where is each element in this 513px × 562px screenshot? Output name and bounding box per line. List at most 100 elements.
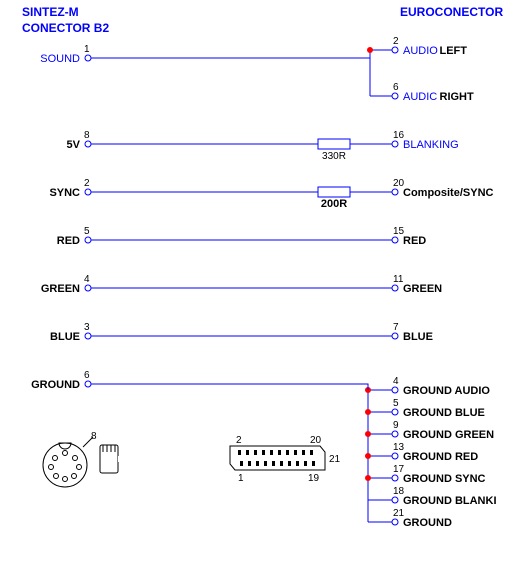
left-pin-label: SOUND — [40, 53, 80, 65]
header-right: EUROCONECTOR — [400, 5, 503, 19]
scart-num: 21 — [329, 454, 341, 465]
din-pin — [49, 465, 54, 470]
left-pin-num: 3 — [84, 322, 90, 333]
right-pin-label-black: GROUND AUDIO — [403, 385, 490, 397]
junction — [366, 410, 371, 415]
din-pin — [63, 451, 68, 456]
right-pin-label-black: Composite/SYNC — [403, 187, 494, 199]
right-terminal — [392, 189, 398, 195]
junction — [366, 476, 371, 481]
din-pin — [53, 456, 58, 461]
scart-pin — [296, 461, 299, 466]
right-terminal — [392, 333, 398, 339]
junction — [366, 454, 371, 459]
right-terminal — [392, 431, 398, 437]
wire-sound-bus — [91, 58, 370, 96]
scart-pin — [278, 450, 281, 455]
junction — [368, 48, 373, 53]
scart-num: 1 — [238, 473, 244, 484]
right-pin-label-black: GROUND BLANKI — [403, 495, 497, 507]
scart-pin — [288, 461, 291, 466]
scart-pin — [272, 461, 275, 466]
scart-pin — [270, 450, 273, 455]
right-terminal — [392, 475, 398, 481]
right-terminal — [392, 93, 398, 99]
right-pin-label-black: GROUND — [403, 517, 452, 529]
resistor-value: 200R — [321, 198, 347, 210]
left-pin-label: RED — [57, 235, 80, 247]
right-pin-label-black: BLUE — [403, 331, 433, 343]
scart-pin — [280, 461, 283, 466]
left-pin-num: 4 — [84, 274, 90, 285]
left-pin-num: 5 — [84, 226, 90, 237]
scart-num: 2 — [236, 435, 242, 446]
scart-num: 19 — [308, 473, 320, 484]
right-terminal — [392, 497, 398, 503]
scart-pin — [294, 450, 297, 455]
right-pin-label-blue: AUDIC — [403, 91, 437, 103]
din-pin — [72, 474, 77, 479]
header-left-1: SINTEZ-M — [22, 5, 79, 19]
scart-pin — [256, 461, 259, 466]
left-pin-label: 5V — [67, 139, 81, 151]
right-pin-label-blue: BLANKING — [403, 139, 459, 151]
scart-pin — [286, 450, 289, 455]
din-pin — [73, 456, 78, 461]
left-terminal — [85, 141, 91, 147]
din-pin — [77, 465, 82, 470]
scart-pin — [302, 450, 305, 455]
scart-connector — [230, 446, 325, 470]
left-terminal — [85, 333, 91, 339]
left-pin-num: 8 — [84, 130, 90, 141]
din-pin — [63, 477, 68, 482]
right-pin-num: 7 — [393, 322, 399, 333]
right-terminal — [392, 141, 398, 147]
resistor-330r — [318, 139, 350, 149]
din-pin — [54, 474, 59, 479]
right-terminal — [392, 237, 398, 243]
right-pin-label-blue: AUDIO — [403, 45, 438, 57]
left-terminal — [85, 285, 91, 291]
left-terminal — [85, 237, 91, 243]
right-pin-label-black: RED — [403, 235, 426, 247]
right-pin-label-black: LEFT — [440, 45, 468, 57]
left-pin-num: 1 — [84, 44, 90, 55]
scart-pin — [240, 461, 243, 466]
junction — [366, 432, 371, 437]
scart-pin — [310, 450, 313, 455]
right-pin-num: 2 — [393, 36, 399, 47]
scart-pin — [262, 450, 265, 455]
left-pin-num: 6 — [84, 370, 90, 381]
right-pin-num: 9 — [393, 420, 399, 431]
right-terminal — [392, 387, 398, 393]
right-pin-label-black: GROUND SYNC — [403, 473, 486, 485]
right-pin-label-black: GROUND GREEN — [403, 429, 494, 441]
scart-pin — [238, 450, 241, 455]
right-pin-label-black: GROUND RED — [403, 451, 478, 463]
scart-pin — [246, 450, 249, 455]
scart-pin — [304, 461, 307, 466]
right-pin-num: 4 — [393, 376, 399, 387]
header-left-2: CONECTOR B2 — [22, 21, 109, 35]
scart-pin — [248, 461, 251, 466]
left-terminal — [85, 189, 91, 195]
scart-num: 20 — [310, 435, 322, 446]
left-terminal — [85, 381, 91, 387]
left-pin-label: SYNC — [49, 187, 80, 199]
right-terminal — [392, 453, 398, 459]
right-terminal — [392, 519, 398, 525]
resistor-200r — [318, 187, 350, 197]
right-terminal — [392, 47, 398, 53]
right-terminal — [392, 409, 398, 415]
scart-pin — [312, 461, 315, 466]
resistor-value: 330R — [322, 151, 346, 162]
din-label: 8 — [91, 431, 97, 442]
left-pin-label: BLUE — [50, 331, 80, 343]
right-pin-label-black: GREEN — [403, 283, 442, 295]
right-pin-num: 6 — [393, 82, 399, 93]
right-pin-label-black: RIGHT — [440, 91, 475, 103]
left-pin-num: 2 — [84, 178, 90, 189]
left-terminal — [85, 55, 91, 61]
right-pin-num: 5 — [393, 398, 399, 409]
scart-pin — [264, 461, 267, 466]
